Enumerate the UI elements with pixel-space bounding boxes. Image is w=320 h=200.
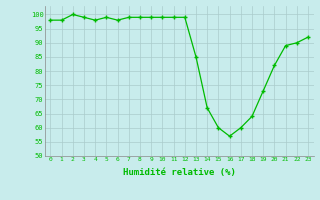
X-axis label: Humidité relative (%): Humidité relative (%) [123,168,236,177]
